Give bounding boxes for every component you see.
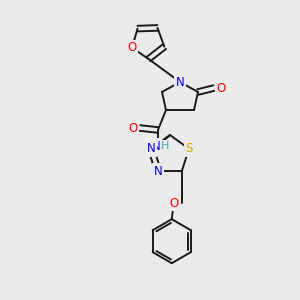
Text: N: N <box>154 165 163 178</box>
Text: O: O <box>128 122 138 134</box>
Text: O: O <box>169 197 178 210</box>
Text: O: O <box>216 82 226 94</box>
Text: N: N <box>176 76 184 88</box>
Text: S: S <box>185 142 193 155</box>
Text: O: O <box>128 41 137 54</box>
Text: H: H <box>161 141 169 151</box>
Text: N: N <box>152 140 160 152</box>
Text: N: N <box>147 142 155 155</box>
